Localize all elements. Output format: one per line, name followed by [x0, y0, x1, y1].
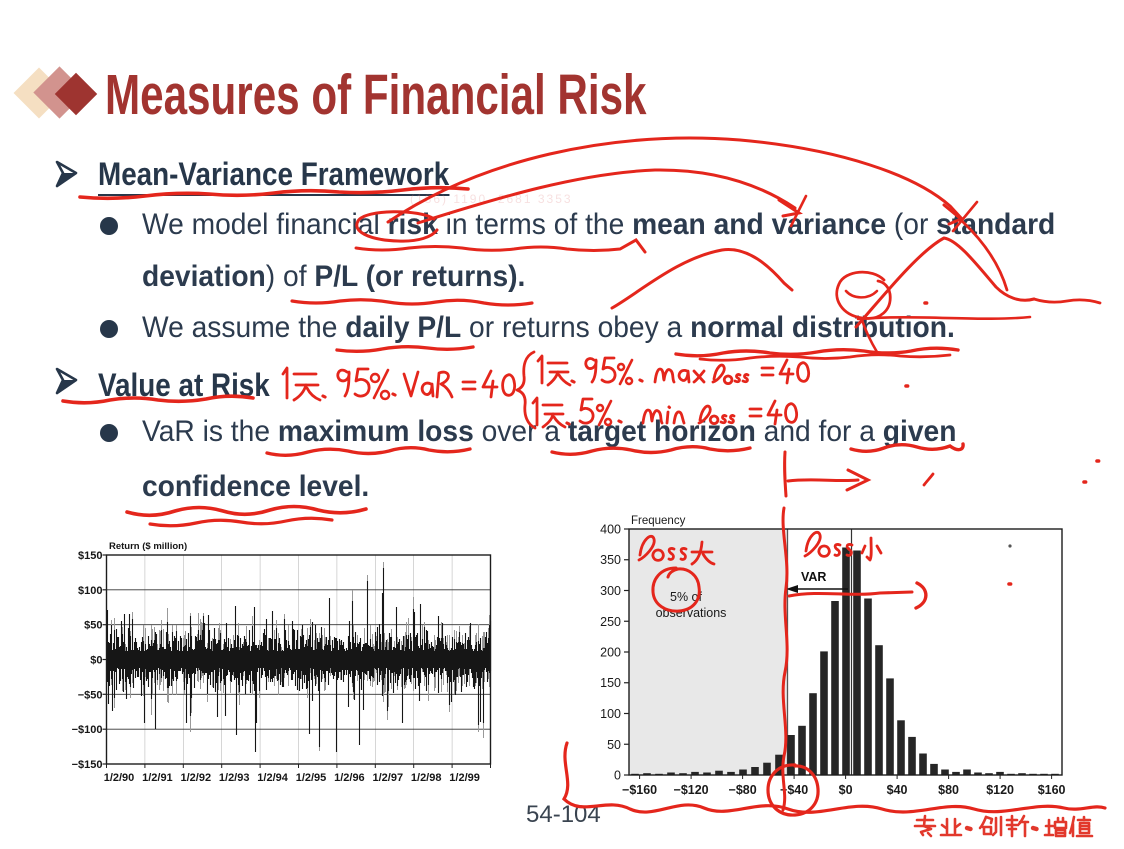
- svg-text:1/2/92: 1/2/92: [181, 772, 212, 784]
- svg-text:1/2/93: 1/2/93: [219, 772, 250, 784]
- svg-text:$40: $40: [887, 783, 908, 797]
- svg-text:100: 100: [600, 707, 621, 721]
- svg-text:1/2/96: 1/2/96: [334, 772, 365, 784]
- svg-text:$150: $150: [78, 550, 102, 562]
- svg-text:$100: $100: [78, 585, 102, 597]
- svg-text:1/2/99: 1/2/99: [449, 772, 480, 784]
- svg-text:−$150: −$150: [72, 759, 103, 771]
- svg-text:350: 350: [600, 553, 621, 567]
- svg-text:$0: $0: [839, 783, 853, 797]
- svg-text:200: 200: [600, 646, 621, 660]
- svg-text:VAR: VAR: [801, 570, 826, 584]
- svg-text:−$80: −$80: [729, 783, 757, 797]
- svg-text:300: 300: [600, 584, 621, 598]
- svg-text:−$120: −$120: [674, 783, 709, 797]
- svg-text:1/2/94: 1/2/94: [257, 772, 288, 784]
- svg-text:$120: $120: [986, 783, 1014, 797]
- svg-text:−$160: −$160: [622, 783, 657, 797]
- svg-text:250: 250: [600, 615, 621, 629]
- svg-text:1/2/90: 1/2/90: [104, 772, 135, 784]
- svg-text:−$50: −$50: [78, 689, 103, 701]
- svg-text:400: 400: [600, 523, 621, 537]
- svg-text:150: 150: [600, 676, 621, 690]
- svg-text:observations: observations: [656, 606, 727, 620]
- svg-text:$50: $50: [84, 620, 102, 632]
- svg-text:$160: $160: [1038, 783, 1066, 797]
- svg-text:−$40: −$40: [780, 783, 808, 797]
- svg-text:$80: $80: [938, 783, 959, 797]
- svg-text:5% of: 5% of: [670, 590, 702, 604]
- svg-text:1/2/98: 1/2/98: [411, 772, 442, 784]
- svg-text:1/2/97: 1/2/97: [373, 772, 404, 784]
- svg-text:0: 0: [614, 769, 621, 783]
- svg-text:50: 50: [607, 738, 621, 752]
- svg-text:1/2/95: 1/2/95: [296, 772, 327, 784]
- svg-text:Return ($ million): Return ($ million): [109, 541, 187, 552]
- svg-text:$0: $0: [90, 655, 102, 667]
- svg-text:1/2/91: 1/2/91: [142, 772, 173, 784]
- svg-text:Frequency: Frequency: [631, 515, 686, 527]
- svg-text:−$100: −$100: [72, 724, 103, 736]
